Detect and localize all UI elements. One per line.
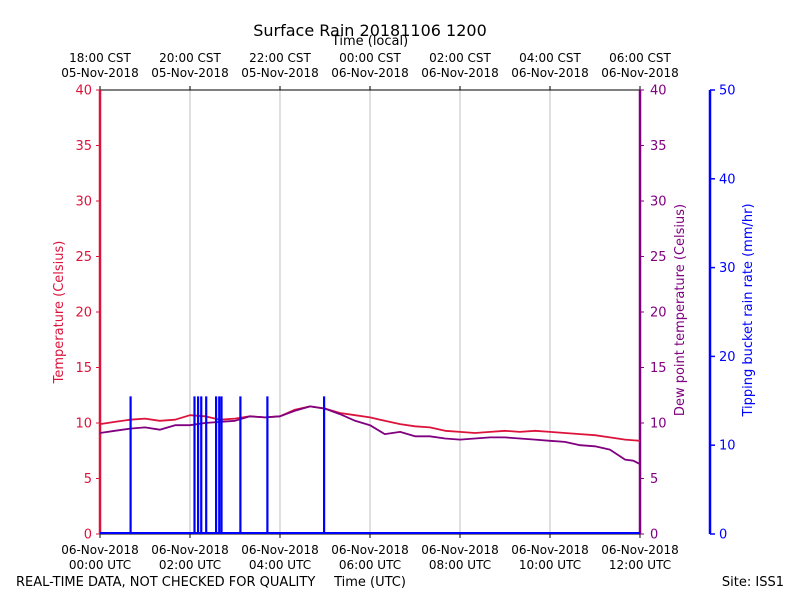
x-tick-label-top-time: 06:00 CST: [609, 51, 671, 65]
rain-rate-tick-label: 40: [719, 172, 736, 187]
rain-rate-tick-label: 30: [719, 261, 736, 276]
x-tick-label-top-date: 05-Nov-2018: [61, 66, 139, 80]
x-tick-label-bottom-time: 02:00 UTC: [159, 558, 221, 572]
site-label: Site: ISS1: [721, 575, 784, 590]
dewpoint-tick-label: 0: [650, 528, 658, 543]
x-tick-label-top-time: 22:00 CST: [249, 51, 311, 65]
x-tick-label-top-date: 06-Nov-2018: [331, 66, 409, 80]
dewpoint-tick-label: 10: [650, 417, 667, 432]
temperature-tick-label: 30: [75, 195, 92, 210]
x-tick-label-bottom-time: 06:00 UTC: [339, 558, 401, 572]
quality-disclaimer: REAL-TIME DATA, NOT CHECKED FOR QUALITY: [16, 575, 316, 590]
x-tick-label-top-date: 06-Nov-2018: [511, 66, 589, 80]
x-tick-label-bottom-time: 08:00 UTC: [429, 558, 491, 572]
x-tick-label-bottom-time: 12:00 UTC: [609, 558, 671, 572]
dewpoint-tick-label: 5: [650, 472, 658, 487]
x-tick-label-top-date: 05-Nov-2018: [241, 66, 319, 80]
dewpoint-tick-label: 15: [650, 361, 667, 376]
x-tick-label-top-time: 18:00 CST: [69, 51, 131, 65]
x-tick-label-bottom-date: 06-Nov-2018: [601, 543, 679, 557]
rain-rate-axis-label: Tipping bucket rain rate (mm/hr): [741, 203, 756, 417]
temperature-tick-label: 10: [75, 417, 92, 432]
temperature-tick-label: 5: [84, 472, 92, 487]
x-tick-label-top-time: 20:00 CST: [159, 51, 221, 65]
chart-title: Surface Rain 20181106 1200: [253, 21, 487, 40]
temperature-tick-label: 15: [75, 361, 92, 376]
x-tick-label-top-date: 06-Nov-2018: [601, 66, 679, 80]
x-tick-label-bottom-date: 06-Nov-2018: [511, 543, 589, 557]
x-tick-label-top-date: 05-Nov-2018: [151, 66, 229, 80]
x-tick-label-bottom-date: 06-Nov-2018: [331, 543, 409, 557]
x-axis-label-bottom: Time (UTC): [334, 575, 406, 590]
rain-rate-tick-label: 0: [719, 528, 727, 543]
dewpoint-tick-label: 35: [650, 139, 667, 154]
x-tick-label-top-time: 00:00 CST: [339, 51, 401, 65]
x-tick-label-bottom-time: 10:00 UTC: [519, 558, 581, 572]
x-tick-label-bottom-date: 06-Nov-2018: [241, 543, 319, 557]
rain-rate-tick-label: 10: [719, 439, 736, 454]
temperature-axis-label: Temperature (Celsius): [52, 241, 67, 385]
dewpoint-tick-label: 25: [650, 250, 667, 265]
temperature-tick-label: 20: [75, 306, 92, 321]
dewpoint-line: [99, 405, 641, 465]
dewpoint-tick-label: 20: [650, 306, 667, 321]
temperature-tick-label: 25: [75, 250, 92, 265]
temperature-line: [99, 405, 641, 442]
dewpoint-tick-label: 30: [650, 195, 667, 210]
x-tick-label-top-time: 02:00 CST: [429, 51, 491, 65]
temperature-tick-label: 40: [75, 84, 92, 99]
rain-rate-tick-label: 20: [719, 350, 736, 365]
x-tick-label-bottom-time: 00:00 UTC: [69, 558, 131, 572]
x-tick-label-bottom-date: 06-Nov-2018: [61, 543, 139, 557]
dewpoint-axis-label: Dew point temperature (Celsius): [673, 204, 688, 416]
temperature-tick-label: 35: [75, 139, 92, 154]
temperature-tick-label: 0: [84, 528, 92, 543]
x-tick-label-bottom-date: 06-Nov-2018: [151, 543, 229, 557]
x-axis-label-top: Time (local): [331, 34, 409, 49]
dewpoint-tick-label: 40: [650, 84, 667, 99]
x-tick-label-top-date: 06-Nov-2018: [421, 66, 499, 80]
x-tick-label-bottom-time: 04:00 UTC: [249, 558, 311, 572]
x-tick-label-bottom-date: 06-Nov-2018: [421, 543, 499, 557]
x-tick-label-top-time: 04:00 CST: [519, 51, 581, 65]
rain-rate-tick-label: 50: [719, 84, 736, 99]
